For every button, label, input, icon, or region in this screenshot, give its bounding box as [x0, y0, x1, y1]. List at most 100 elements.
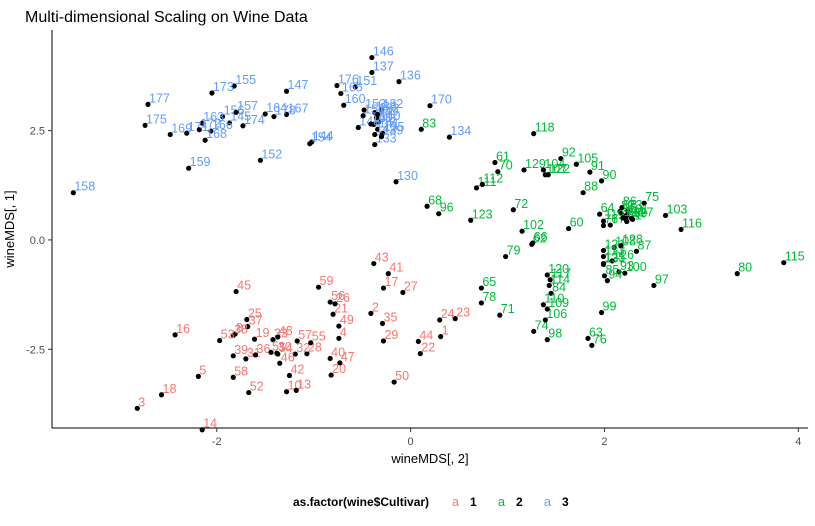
point-label: 163 [203, 110, 224, 124]
point-label: 69 [634, 206, 648, 220]
data-point [781, 260, 787, 266]
point-label: 149 [378, 104, 399, 118]
point-label: 38 [234, 322, 248, 336]
point-label: 25 [248, 307, 262, 321]
point-label: 173 [213, 80, 234, 94]
data-point [375, 111, 381, 118]
point-label: 117 [551, 267, 571, 281]
data-point [134, 405, 140, 411]
data-point [184, 130, 190, 136]
data-point [372, 141, 378, 148]
data-point [145, 101, 151, 107]
data-point [202, 137, 208, 143]
data-point [651, 282, 657, 289]
data-point [294, 338, 300, 344]
data-point [479, 181, 485, 187]
point-label: 131 [604, 251, 625, 265]
axes: -2 0 2 4 -2.50.02.5 [26, 30, 808, 448]
point-label: 171 [188, 120, 209, 134]
data-point [270, 337, 276, 343]
data-point [478, 285, 484, 291]
point-label: 155 [235, 73, 256, 87]
point-label: 4 [340, 325, 347, 339]
point-label: 126 [613, 248, 634, 262]
data-point [521, 167, 527, 173]
point-label: 101 [628, 202, 649, 216]
point-label: 137 [373, 59, 394, 73]
data-point [283, 111, 290, 118]
point-label: 50 [395, 369, 409, 383]
x-ticks: -2 0 2 4 [212, 428, 801, 448]
data-point [734, 271, 740, 277]
point-label: 90 [603, 168, 617, 182]
data-point [600, 222, 607, 229]
point-label: 177 [149, 91, 170, 105]
data-point [240, 123, 246, 129]
point-label: 166 [212, 118, 233, 132]
point-label: 66 [534, 230, 548, 244]
point-label: 157 [237, 99, 258, 113]
data-point [400, 289, 406, 296]
data-point [338, 90, 344, 97]
data-point [231, 83, 237, 89]
data-point [598, 178, 605, 184]
point-label: 36 [257, 342, 271, 356]
point-label: 3 [138, 395, 145, 409]
legend-key-glyph: a [498, 495, 505, 509]
data-point [546, 282, 552, 289]
point-label: 104 [544, 157, 565, 171]
data-point [226, 120, 232, 126]
point-label: 49 [340, 313, 354, 327]
point-label: 5 [199, 363, 206, 377]
point-label: 86 [623, 195, 637, 209]
point-label: 127 [633, 206, 654, 220]
data-point [510, 207, 516, 213]
data-point [619, 211, 625, 217]
point-label: 106 [546, 307, 567, 321]
data-point [283, 88, 290, 94]
point-label: 120 [548, 262, 569, 276]
data-point [545, 172, 551, 178]
point-label: 8 [236, 321, 243, 335]
point-label: 84 [552, 280, 566, 294]
point-label: 58 [234, 364, 248, 378]
x-tick-label: -2 [212, 436, 222, 448]
point-label: 102 [523, 218, 544, 232]
data-point [587, 169, 593, 175]
series-cultivar-3: 1301321331341351361371381391401411421431… [70, 45, 471, 196]
point-label: 41 [389, 261, 403, 275]
point-label: 13 [297, 377, 311, 391]
data-point [531, 131, 537, 137]
data-point [662, 212, 669, 219]
point-label: 17 [384, 275, 398, 289]
data-point [622, 270, 628, 276]
data-point [277, 360, 283, 366]
data-point [598, 309, 605, 316]
point-label: 46 [281, 350, 295, 364]
point-label: 138 [376, 100, 397, 114]
point-label: 83 [422, 116, 436, 130]
point-label: 132 [383, 97, 404, 111]
point-label: 1 [442, 324, 449, 338]
point-label: 76 [593, 332, 607, 346]
data-point [585, 335, 591, 341]
data-point [371, 260, 377, 267]
point-label: 21 [334, 301, 348, 315]
data-point [503, 253, 509, 260]
point-label: 55 [312, 330, 326, 344]
point-label: 135 [384, 120, 405, 134]
point-label: 152 [261, 147, 282, 161]
point-label: 57 [298, 328, 312, 342]
data-point [244, 316, 250, 323]
data-point [233, 109, 239, 115]
data-point [393, 179, 399, 185]
point-label: 85 [605, 263, 619, 277]
point-label: 65 [482, 275, 496, 289]
point-label: 116 [682, 216, 702, 230]
point-label: 93 [620, 259, 634, 273]
y-tick-label: 2.5 [30, 126, 45, 138]
x-tick-label: 0 [408, 436, 414, 448]
point-label: 54 [279, 341, 293, 355]
data-point [544, 306, 550, 312]
data-point [678, 226, 684, 233]
